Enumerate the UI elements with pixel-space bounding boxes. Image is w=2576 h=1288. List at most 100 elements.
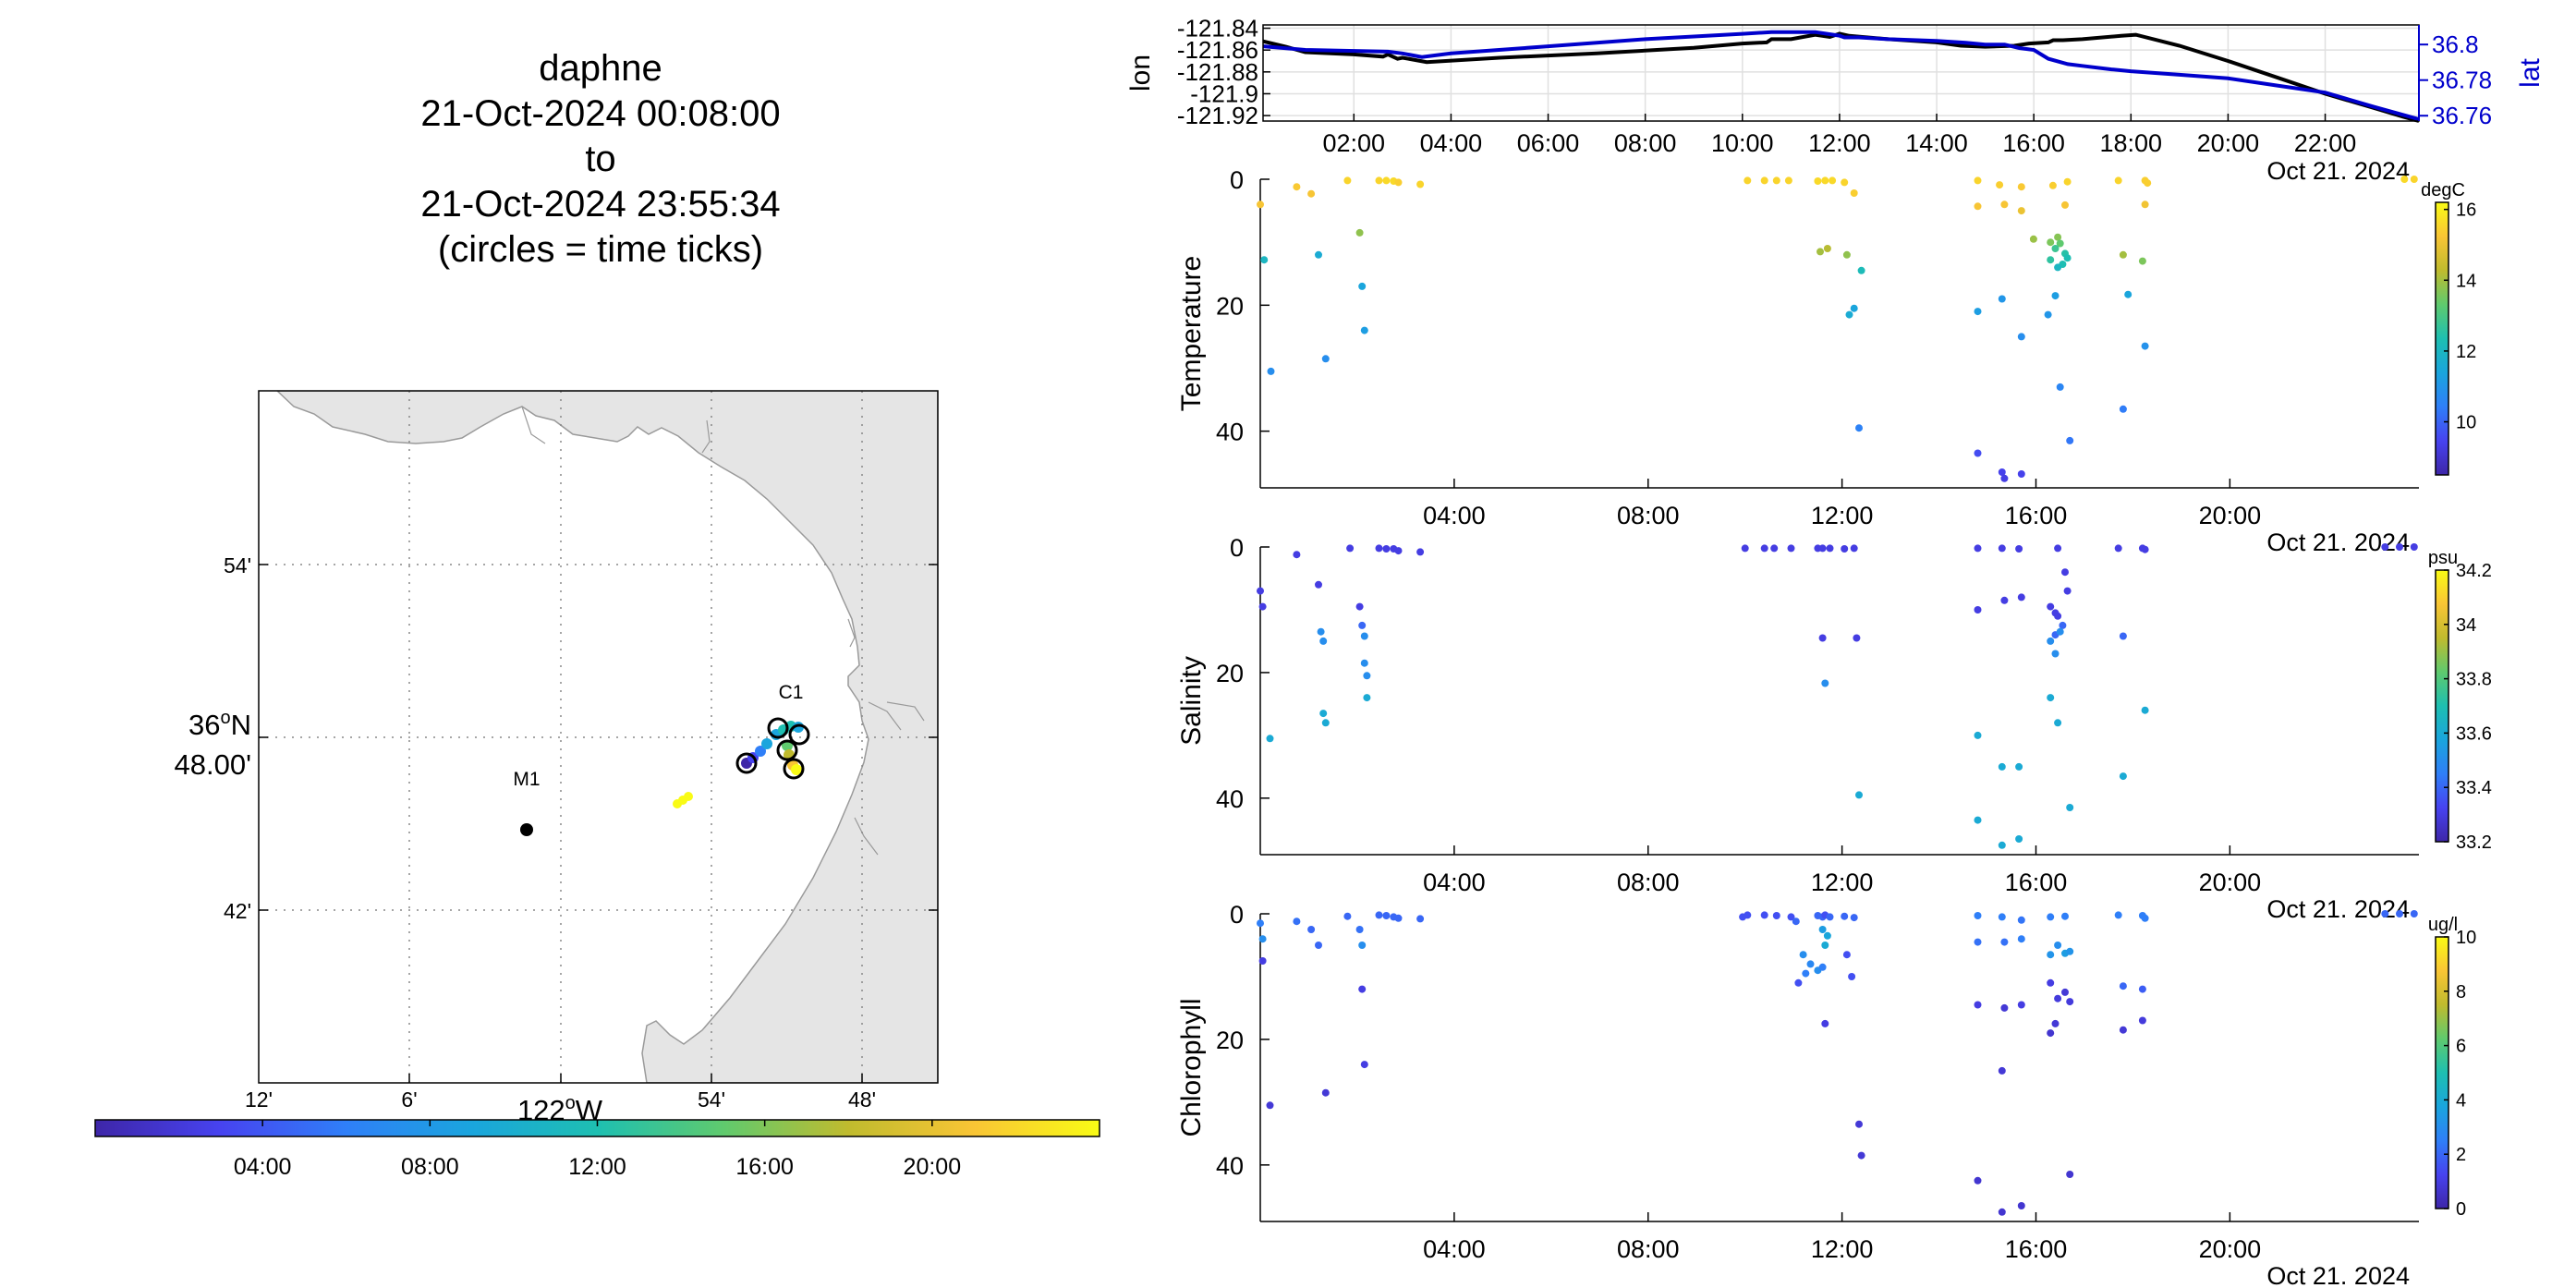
temperature-point (2051, 245, 2060, 252)
position-xtick-label: 04:00 (1420, 129, 1483, 157)
chlorophyll-point (1358, 985, 1367, 993)
position-xtick-label: 08:00 (1614, 129, 1677, 157)
position-xtick-label: 06:00 (1517, 129, 1580, 157)
salinity-point (2114, 544, 2122, 553)
lat-axis-label: lat (2515, 57, 2546, 87)
chlorophyll-point (1799, 951, 1807, 959)
salinity-colorbar-tick-label: 33.2 (2456, 832, 2492, 853)
chlorophyll-point (2410, 910, 2418, 917)
salinity-point (1841, 545, 1849, 553)
salinity-point (2054, 719, 2062, 727)
chlorophyll-point (1355, 926, 1364, 933)
temperature-point (1841, 178, 1849, 187)
salinity-point (1741, 544, 1749, 553)
temperature-point (2017, 207, 2025, 215)
salinity-colorbar-tick-label: 33.6 (2456, 723, 2492, 744)
temperature-xtick-label: 16:00 (2005, 502, 2068, 529)
salinity-point (2017, 593, 2025, 601)
chlorophyll-point (2017, 1001, 2025, 1009)
lon-axis-label: lon (1125, 55, 1156, 91)
position-xtick-label: 16:00 (2002, 129, 2065, 157)
station-c1-label: C1 (779, 682, 804, 703)
chlorophyll-point (1841, 912, 1849, 920)
chlorophyll-colorbar (2435, 936, 2449, 1209)
chlorophyll-point (1416, 915, 1425, 923)
temperature-point (2056, 383, 2064, 391)
salinity-point (1360, 659, 1368, 667)
temperature-point (1845, 310, 1853, 319)
temperature-point (1823, 245, 1831, 252)
temperature-point (2138, 257, 2146, 265)
title-to: to (585, 139, 616, 179)
salinity-date-label: Oct 21. 2024 (2266, 895, 2410, 923)
temperature-xtick-label: 04:00 (1423, 502, 1486, 529)
temperature-point (1382, 176, 1391, 185)
time-colorbar-tick-label: 20:00 (904, 1154, 962, 1180)
chlorophyll-point (1998, 1066, 2006, 1075)
chlorophyll-point (1293, 917, 1301, 926)
salinity-point (2119, 772, 2127, 781)
salinity-point (1998, 762, 2006, 771)
temperature-point (2044, 310, 2052, 319)
salinity-point (1998, 841, 2006, 849)
temperature-point (2017, 333, 2025, 341)
temperature-points (1257, 176, 2418, 482)
chlorophyll-point (1850, 914, 1858, 922)
title-end-time: 21-Oct-2024 23:55:34 (420, 184, 781, 225)
time-colorbar-tick-label: 04:00 (234, 1154, 292, 1180)
salinity-point (1321, 719, 1330, 727)
chlorophyll-ytick-label: 0 (1230, 901, 1244, 929)
chlorophyll-point (1321, 1088, 1330, 1097)
salinity-xtick-label: 20:00 (2199, 869, 2262, 896)
chlorophyll-point (1307, 926, 1316, 933)
lon-ytick-label: -121.86 (1177, 36, 1258, 64)
chlorophyll-point (2047, 913, 2055, 921)
temperature-point (1974, 308, 1982, 316)
salinity-point (1293, 551, 1301, 559)
temperature-point (1760, 176, 1768, 185)
chlorophyll-point (2047, 978, 2055, 987)
salinity-point (1360, 632, 1368, 640)
temperature-point (1360, 326, 1368, 334)
temperature-point (1375, 176, 1383, 185)
chlorophyll-xtick-label: 16:00 (2005, 1235, 2068, 1263)
chlorophyll-point (1258, 957, 1267, 965)
salinity-point (2015, 762, 2023, 771)
chlorophyll-point (1998, 1208, 2006, 1216)
position-xtick-label: 18:00 (2100, 129, 2163, 157)
salinity-point (2056, 627, 2064, 636)
salinity-point (1821, 679, 1829, 687)
chlorophyll-point (1806, 960, 1815, 968)
chlorophyll-point (1358, 942, 1367, 949)
salinity-colorbar (2435, 569, 2449, 843)
map-ytick-major: 36oN (188, 708, 251, 741)
position-xtick-label: 12:00 (1808, 129, 1871, 157)
chlorophyll-point (1857, 1151, 1865, 1160)
chlorophyll-ytick-label: 20 (1216, 1027, 1244, 1054)
chlorophyll-colorbar-tick-label: 6 (2456, 1037, 2466, 1057)
salinity-point (1394, 547, 1403, 555)
chlorophyll-point (1258, 935, 1267, 943)
temperature-point (2119, 250, 2127, 259)
temperature-point (1394, 178, 1403, 187)
temperature-point (2141, 342, 2149, 350)
position-panel: 02:00 04:00 06:00 08:00 10:00 12:00 14:00 16:00… (1125, 15, 2546, 185)
salinity-xtick-label: 08:00 (1617, 869, 1680, 896)
salinity-points (1257, 543, 2418, 849)
time-tick-circle (735, 752, 758, 774)
salinity-point (1257, 587, 1264, 595)
temperature-point (1996, 181, 2004, 189)
temperature-point (2400, 176, 2409, 183)
temperature-point (1260, 256, 1269, 264)
chlorophyll-point (1257, 919, 1264, 928)
temperature-point (2017, 470, 2025, 478)
chlorophyll-point (2061, 912, 2069, 920)
salinity-point (1363, 672, 1371, 680)
salinity-point (1375, 544, 1383, 553)
salinity-point (1855, 791, 1863, 799)
salinity-xtick-label: 04:00 (1423, 869, 1486, 896)
chlorophyll-point (1821, 942, 1829, 949)
coastline-land (275, 391, 938, 1083)
